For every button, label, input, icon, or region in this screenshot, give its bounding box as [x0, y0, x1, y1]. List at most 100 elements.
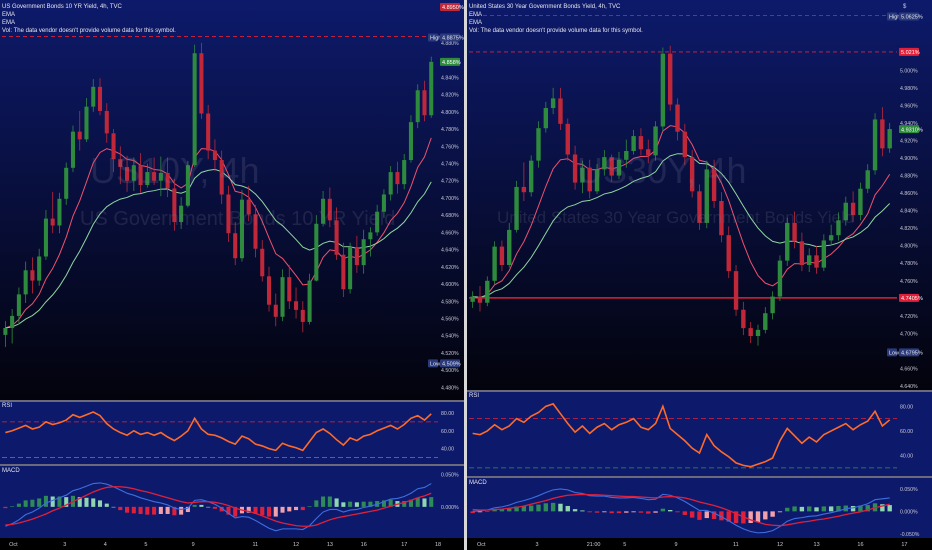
left-candle-body: [145, 172, 150, 186]
right-candle: [711, 159, 717, 208]
right-last-price-tag: 4.9310%: [899, 125, 923, 133]
left-candle: [43, 209, 48, 260]
left-candle-body: [185, 165, 190, 206]
left-ytick-label: 4.760%: [441, 144, 459, 150]
left-candle-body: [334, 220, 339, 255]
right-macd-histogram-bar: [609, 511, 614, 514]
right-rsi-tick-label: 40.00: [900, 454, 913, 460]
right-chart-svg[interactable]: 5.020%5.000%4.980%4.960%4.940%4.920%4.90…: [467, 0, 932, 550]
left-candle-body: [43, 218, 48, 257]
left-candle-body: [246, 199, 251, 215]
left-candle: [219, 150, 224, 204]
left-macd-label[interactable]: MACD: [2, 468, 20, 474]
left-macd-histogram-bar: [16, 503, 21, 507]
right-low-tag: Low: [887, 348, 899, 357]
left-candle: [212, 139, 217, 172]
right-candle: [572, 145, 578, 190]
right-candle-body: [602, 157, 607, 170]
right-low-tag-text: Low: [889, 351, 899, 357]
right-candle: [470, 291, 475, 308]
left-macd-histogram-bar: [348, 501, 353, 507]
left-ema-fast-legend[interactable]: EMA: [2, 12, 16, 18]
left-ytick-label: 4.840%: [441, 75, 459, 81]
right-candle-body: [536, 128, 541, 161]
right-candle: [536, 121, 541, 168]
left-macd-histogram-bar: [111, 506, 116, 508]
left-chart-svg[interactable]: 4.880%4.860%4.840%4.820%4.800%4.780%4.76…: [0, 0, 465, 550]
left-xtick-label: 13: [327, 542, 333, 548]
left-macd-histogram-bar: [408, 499, 413, 507]
left-chart-pane[interactable]: US10Y, 4h US Government Bonds 10 YR Yiel…: [0, 0, 465, 550]
right-candle: [616, 151, 622, 180]
left-candle: [246, 185, 251, 222]
right-macd-tick-label: -0.050%: [900, 532, 920, 538]
right-candle-body: [785, 222, 790, 261]
right-candle-body: [660, 53, 666, 127]
left-macd-histogram-bar: [253, 506, 258, 514]
left-macd-histogram-bar: [179, 506, 184, 515]
right-rsi-line: [472, 402, 891, 468]
right-macd-histogram-bar: [580, 510, 585, 512]
right-support-price-tag: 4.7405%: [899, 293, 923, 302]
right-candle: [887, 122, 892, 153]
right-candle-body: [572, 154, 578, 183]
left-rsi-label[interactable]: RSI: [2, 403, 13, 409]
right-candle: [755, 324, 761, 346]
right-ytick-label: 4.800%: [900, 244, 918, 250]
right-xtick-label: 11: [733, 542, 739, 548]
left-candles: [3, 42, 434, 347]
right-ema-slow-line: [472, 153, 891, 298]
right-candle-body: [726, 235, 731, 272]
left-chart-title[interactable]: US Government Bonds 10 YR Yield, 4h, TVC: [2, 4, 122, 10]
left-low-tag: Low: [428, 359, 440, 368]
right-candle: [638, 128, 644, 156]
right-high-tag: High: [887, 12, 900, 21]
right-macd-histogram-bar: [624, 511, 629, 513]
left-candle: [199, 42, 204, 119]
left-ytick-label: 4.660%: [441, 230, 459, 236]
left-main-background: [0, 0, 465, 400]
left-ema-slow-legend[interactable]: EMA: [2, 20, 16, 26]
right-macd-label[interactable]: MACD: [469, 480, 487, 486]
left-candle-body: [165, 172, 170, 189]
right-ytick-label: 4.860%: [900, 191, 918, 197]
left-macd-histogram-bar: [3, 506, 8, 509]
left-macd-histogram-bar: [341, 502, 346, 507]
right-macd-histogram-bar: [521, 505, 527, 512]
left-candle: [402, 154, 407, 190]
left-candle: [23, 261, 28, 303]
right-candle: [777, 255, 783, 301]
right-macd-histogram-bar: [711, 511, 717, 519]
left-candle: [307, 273, 312, 325]
left-macd-histogram-bar: [84, 497, 89, 507]
left-macd-histogram-bar: [307, 506, 312, 507]
left-candle-body: [314, 223, 319, 281]
left-macd-histogram-bar: [185, 506, 190, 513]
right-chart-pane[interactable]: US30Y, 4h United States 30 Year Governme…: [467, 0, 932, 550]
right-candle: [609, 154, 614, 182]
right-candle: [485, 276, 490, 307]
left-macd-signal-line: [5, 486, 432, 527]
left-macd-histogram-bar: [118, 506, 123, 511]
right-candle: [821, 234, 827, 272]
right-ema-fast-legend[interactable]: EMA: [469, 12, 483, 18]
right-candle-body: [828, 235, 834, 241]
right-macd-histogram-bar: [550, 502, 556, 512]
right-macd-histogram-bar: [587, 511, 592, 513]
right-rsi-tick-label: 60.00: [900, 429, 913, 435]
left-macd-histogram-bar: [138, 506, 143, 514]
right-ema-slow-legend[interactable]: EMA: [469, 20, 483, 26]
right-macd-histogram-bar: [807, 506, 812, 512]
right-macd-histogram-bar: [821, 506, 827, 512]
left-macd-histogram-bar: [64, 497, 69, 507]
right-ytick-label: 4.840%: [900, 209, 918, 215]
left-xtick-label: 9: [192, 542, 195, 548]
right-chart-title[interactable]: United States 30 Year Government Bonds Y…: [469, 4, 621, 10]
left-candle-body: [50, 218, 55, 226]
right-candle: [814, 245, 819, 274]
right-macd-histogram-bar: [492, 509, 497, 512]
pane-divider[interactable]: [464, 0, 467, 550]
left-macd-histogram-bar: [280, 506, 285, 513]
left-candle: [3, 321, 8, 347]
right-rsi-label[interactable]: RSI: [469, 393, 480, 399]
